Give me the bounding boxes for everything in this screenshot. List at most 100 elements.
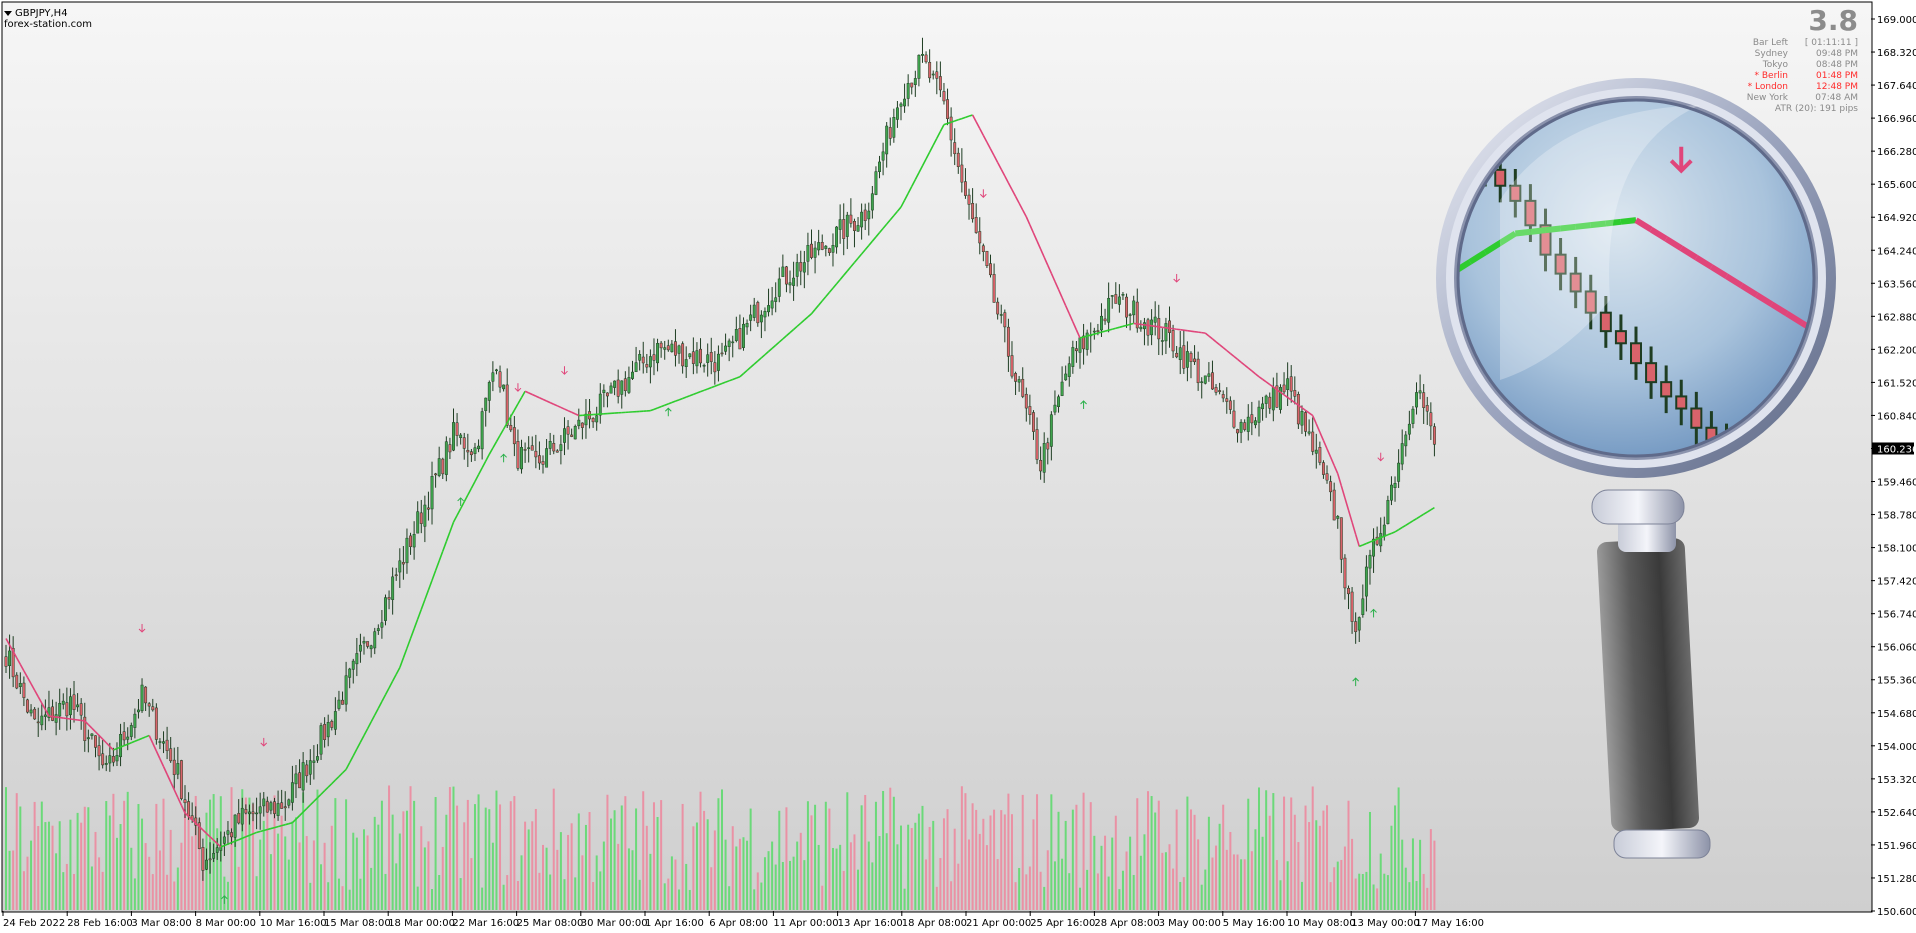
candle: [1314, 433, 1318, 469]
candle: [294, 765, 298, 799]
ma-segment: [975, 121, 981, 129]
magnified-candle: [1509, 169, 1522, 218]
ma-segment: [259, 829, 264, 833]
candle: [1196, 351, 1200, 391]
volume-bar: [767, 851, 770, 910]
candle: [742, 317, 745, 351]
candle: [767, 288, 770, 317]
candle: [613, 380, 617, 396]
ma-segment: [1119, 325, 1124, 329]
volume-bar: [1236, 854, 1239, 910]
up-arrow-icon: [500, 453, 507, 463]
volume-bar: [1014, 882, 1017, 910]
candle: [928, 49, 932, 83]
candle: [240, 797, 244, 832]
volume-bar: [291, 821, 294, 910]
volume-bar: [162, 798, 165, 910]
ma-segment: [130, 740, 136, 744]
down-arrow-icon: [260, 737, 268, 747]
volume-bar: [1397, 787, 1400, 910]
signal-arrows-layer: [138, 189, 1385, 904]
candle: [366, 641, 370, 649]
spread-value: 3.8: [1808, 4, 1858, 37]
candle: [770, 286, 774, 316]
candle: [505, 368, 509, 428]
ma-segment: [857, 253, 863, 259]
volume-bar: [280, 815, 283, 910]
volume-bar: [51, 825, 54, 910]
candle: [1203, 375, 1207, 385]
up-arrow-icon: [1352, 677, 1360, 687]
volume-bar: [1100, 845, 1103, 910]
candle: [448, 437, 452, 460]
candle: [255, 797, 259, 830]
volume-bar: [599, 871, 602, 910]
ma-segment: [1079, 336, 1084, 339]
volume-bar: [223, 876, 226, 910]
candle: [820, 234, 824, 251]
candle: [677, 344, 681, 364]
candle: [1178, 331, 1182, 375]
volume-bar: [237, 866, 240, 910]
volume-bar: [155, 803, 158, 910]
ma-segment: [249, 833, 254, 837]
volume-bar: [126, 791, 129, 910]
candle: [1300, 405, 1304, 434]
ma-segment: [668, 401, 673, 405]
session-row: * London 12:48 PM: [1678, 82, 1858, 93]
price-tick-label: 168.320: [1877, 48, 1916, 59]
magnified-candle: [1539, 208, 1552, 272]
ma-segment: [1014, 196, 1020, 204]
symbol-label[interactable]: GBPJPY,H4: [15, 8, 68, 19]
volume-bar: [627, 848, 630, 910]
ma-segment: [760, 354, 766, 359]
candle: [373, 627, 377, 655]
ma-segment: [145, 734, 150, 738]
candle: [666, 339, 670, 352]
volume-bar: [563, 879, 566, 910]
time-tick-label: 15 Mar 08:00: [324, 918, 391, 929]
ma-segment: [742, 369, 748, 375]
volume-bar: [1032, 819, 1035, 910]
candle: [1107, 282, 1111, 333]
volume-bar: [1010, 814, 1013, 910]
volume-bar: [763, 857, 766, 910]
ma-segment: [567, 409, 572, 414]
ma-segment: [177, 797, 183, 806]
candle: [1150, 309, 1154, 346]
candle: [652, 338, 656, 376]
volume-bar: [935, 886, 938, 910]
candle: [537, 441, 541, 470]
ma-segment: [571, 411, 576, 415]
ma-segment: [37, 696, 43, 704]
volume-bar: [695, 822, 698, 910]
candle: [935, 61, 939, 95]
price-tick-label: 151.280: [1877, 874, 1916, 885]
magnified-ma-segment: [1620, 217, 1637, 225]
ma-segment: [1347, 509, 1353, 523]
ma-segment: [693, 392, 698, 396]
candle: [921, 37, 924, 63]
dropdown-caret-icon[interactable]: [4, 11, 12, 16]
candle: [51, 699, 54, 722]
candle: [215, 838, 219, 860]
volume-bar: [942, 818, 945, 910]
volume-bar: [524, 821, 527, 910]
candle: [129, 722, 133, 741]
candle: [65, 687, 69, 731]
candle: [29, 704, 33, 717]
volume-bar: [1139, 855, 1142, 910]
volume-bar: [1036, 794, 1039, 910]
candle: [699, 338, 702, 368]
volume-bar: [108, 815, 111, 910]
ma-segment: [416, 609, 423, 620]
volume-bar: [294, 817, 297, 910]
ma-segment: [771, 344, 777, 349]
ma-segment: [1075, 329, 1081, 339]
price-tick-label: 164.920: [1877, 213, 1916, 224]
ma-segment: [1047, 264, 1053, 274]
candle: [466, 433, 470, 468]
ma-segment: [810, 308, 816, 315]
